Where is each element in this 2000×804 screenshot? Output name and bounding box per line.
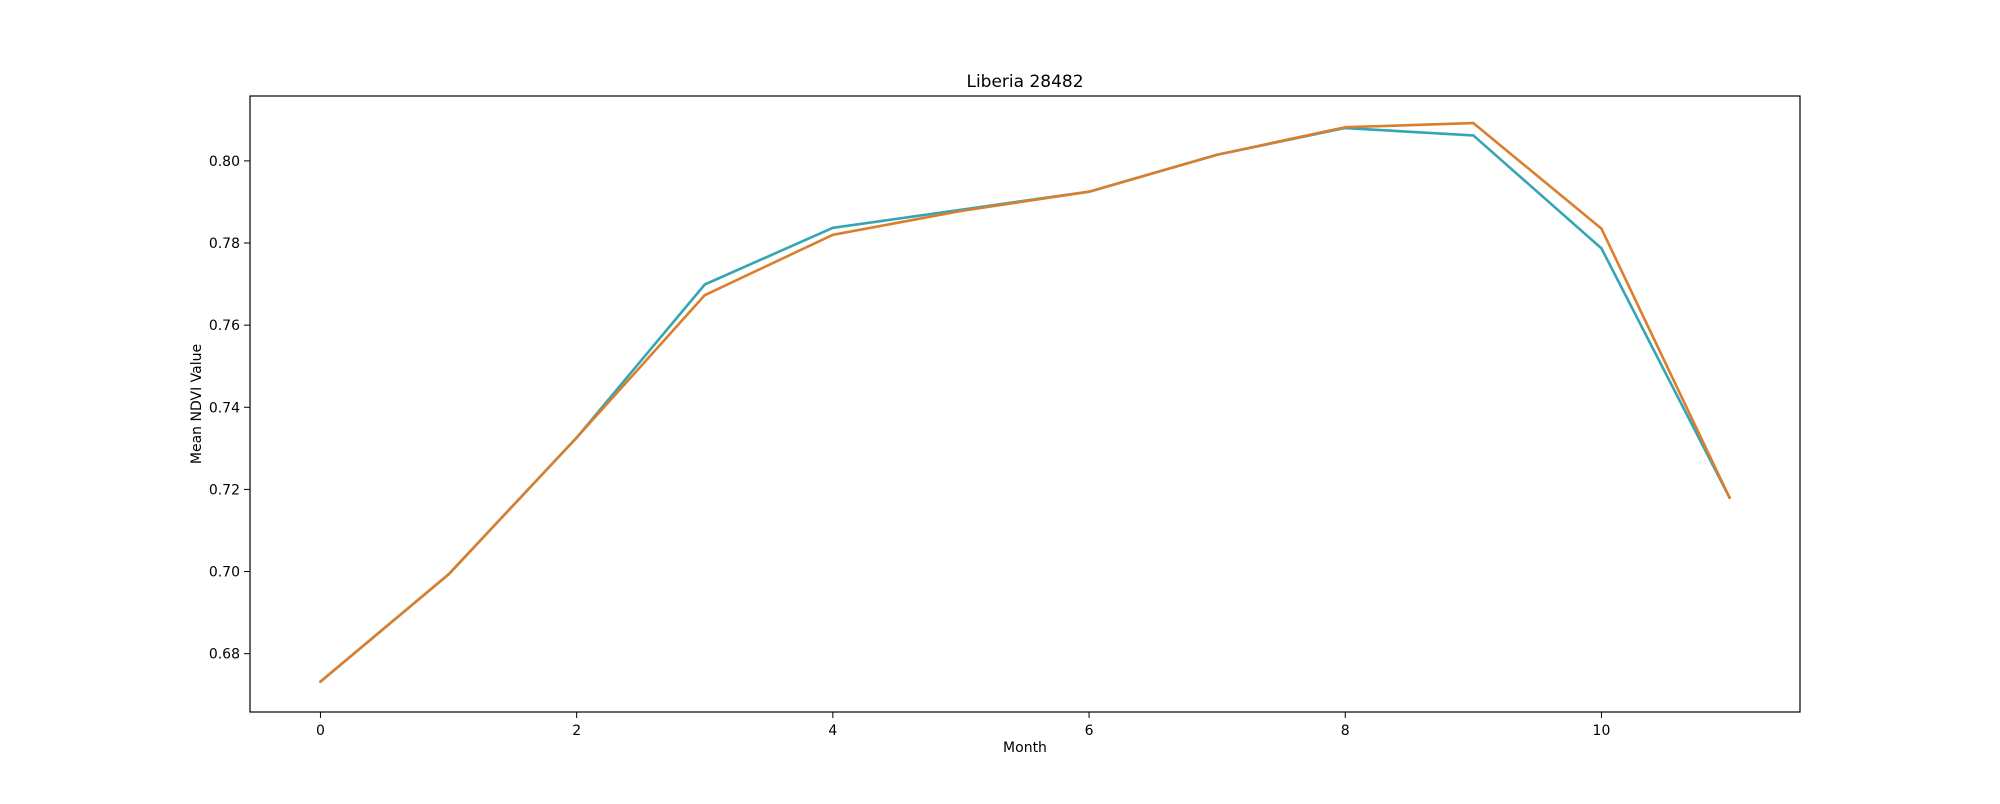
x-axis-label: Month [1003,740,1047,756]
series-2-point-10 [1600,227,1603,230]
series-layer [319,121,1731,683]
x-tick-label-0: 0 [316,723,325,739]
series-2-point-5 [959,209,963,213]
series-2-line [319,121,1731,683]
y-tick-label-0.72: 0.72 [209,482,240,498]
y-axis-label: Mean NDVI Value [189,344,205,464]
series-2-point-4 [831,233,835,237]
series-2-point-8 [1343,125,1347,129]
y-tick-label-0.78: 0.78 [209,236,240,252]
series-1-point-10 [1600,247,1603,250]
series-2-point-9 [1472,121,1475,125]
y-tick-label-0.70: 0.70 [209,565,240,581]
x-tick-label-2: 2 [572,723,581,739]
series-1-point-4 [831,226,835,230]
x-axis-ticks: 0 2 4 6 8 10 [316,712,1610,739]
x-tick-label-6: 6 [1085,723,1094,739]
plot-area [250,96,1800,712]
series-2-point-2 [575,436,578,439]
x-tick-label-4: 4 [828,723,837,739]
series-2-point-0 [319,680,322,683]
series-2-point-6 [1087,190,1091,193]
series-2-point-7 [1215,153,1219,157]
chart-title: Liberia 28482 [966,72,1083,92]
series-2-point-3 [703,293,707,297]
y-tick-label-0.68: 0.68 [209,647,240,663]
y-axis-ticks: 0.68 0.70 0.72 0.74 0.76 0.78 0.80 [209,154,250,663]
y-tick-label-0.74: 0.74 [209,400,240,416]
series-1-point-9 [1472,134,1475,137]
x-tick-label-10: 10 [1593,723,1611,739]
series-2-point-1 [447,573,450,576]
plot-frame [249,95,1801,713]
series-1-point-3 [703,283,707,286]
y-tick-label-0.80: 0.80 [209,154,240,170]
x-tick-label-8: 8 [1341,723,1350,739]
y-tick-label-0.76: 0.76 [209,318,240,334]
series-2-point-11 [1728,496,1731,499]
